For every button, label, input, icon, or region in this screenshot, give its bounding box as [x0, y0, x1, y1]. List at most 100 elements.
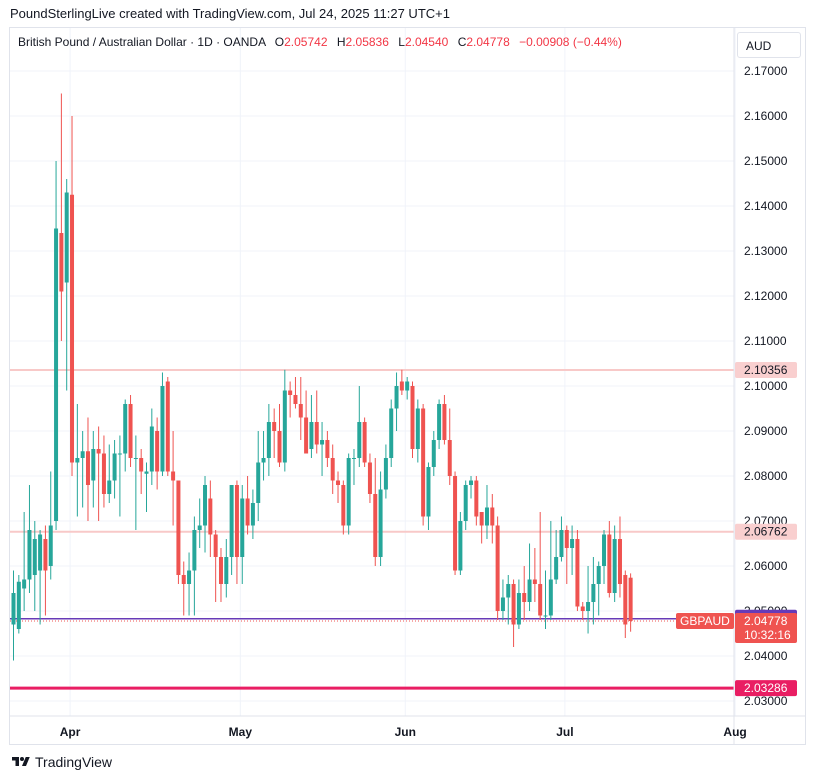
- candle-down: [208, 480, 213, 557]
- candle-body: [602, 534, 607, 566]
- candle-down: [399, 369, 404, 395]
- candle-up: [229, 485, 234, 575]
- candle-up: [11, 570, 16, 661]
- candle-body: [240, 498, 245, 557]
- candle-body: [532, 579, 537, 584]
- price-tick-label: 2.08000: [744, 469, 788, 483]
- candle-up: [117, 435, 122, 517]
- candle-body: [261, 458, 266, 463]
- candle-body: [500, 597, 505, 611]
- price-tick-label: 2.15000: [744, 154, 788, 168]
- candle-down: [101, 435, 106, 508]
- candle-body: [208, 498, 213, 535]
- candle-up: [351, 449, 356, 485]
- candle-up: [160, 372, 165, 476]
- candle-down: [171, 431, 176, 526]
- candle-down: [85, 417, 90, 521]
- candle-down: [479, 512, 484, 544]
- candle-up: [506, 575, 511, 625]
- chart-caption: PoundSterlingLive created with TradingVi…: [10, 6, 450, 21]
- candle-body: [187, 570, 192, 584]
- price-tick-label: 2.14000: [744, 199, 788, 213]
- candle-body: [554, 557, 559, 580]
- candle-body: [410, 386, 415, 449]
- price-tick-label: 2.16000: [744, 109, 788, 123]
- candle-up: [91, 431, 96, 508]
- candle-up: [48, 471, 53, 580]
- candle-body: [123, 404, 128, 454]
- open-value: 2.05742: [284, 35, 328, 49]
- candle-body: [282, 390, 287, 463]
- candle-body: [378, 489, 383, 557]
- candle-down: [607, 521, 612, 598]
- candle-body: [139, 458, 144, 472]
- candle-body: [32, 539, 37, 575]
- candle-body: [431, 440, 436, 467]
- candle-body: [165, 381, 170, 472]
- candle-body: [437, 404, 442, 440]
- currency-button[interactable]: AUD: [737, 32, 801, 58]
- price-tick-label: 2.03000: [744, 694, 788, 708]
- candle-body: [463, 485, 468, 521]
- low-label: L: [398, 35, 405, 49]
- candle-down: [59, 93, 64, 341]
- price-tick-label: 2.11000: [744, 334, 787, 348]
- candle-body: [85, 451, 90, 485]
- candle-body: [394, 386, 399, 409]
- candle-down: [522, 566, 527, 620]
- candle-body: [543, 615, 548, 617]
- price-tick-label: 2.06000: [744, 559, 788, 573]
- candle-down: [532, 548, 537, 602]
- candle-body: [304, 417, 309, 454]
- price-tick-label: 2.12000: [744, 289, 788, 303]
- candle-body: [22, 579, 27, 589]
- candle-down: [474, 476, 479, 526]
- candle-body: [176, 480, 181, 575]
- candle-body: [490, 507, 495, 526]
- level-label-bg: [735, 361, 797, 378]
- candle-body: [389, 408, 394, 458]
- candle-body: [48, 525, 53, 566]
- level-label: 2.06762: [744, 525, 788, 539]
- time-tick-label: Apr: [60, 725, 81, 739]
- candle-body: [59, 233, 64, 292]
- candle-up: [426, 462, 431, 530]
- horizontal-levels: [10, 368, 734, 690]
- candle-up: [22, 512, 27, 611]
- candle-up: [346, 453, 351, 535]
- candle-body: [101, 453, 106, 494]
- candle-down: [362, 417, 367, 467]
- candle-down: [298, 377, 303, 440]
- level-label: 2.03286: [744, 681, 788, 695]
- high-value: 2.05836: [345, 35, 389, 49]
- candle-down: [213, 530, 218, 602]
- candle-down: [234, 480, 239, 584]
- candle-up: [378, 471, 383, 566]
- candle-body: [320, 440, 325, 445]
- candle-body: [197, 525, 202, 530]
- candle-up: [500, 579, 505, 620]
- candle-body: [293, 395, 298, 404]
- candle-down: [373, 458, 378, 566]
- candle-down: [272, 408, 277, 458]
- candle-body: [16, 581, 21, 629]
- candle-up: [282, 369, 287, 472]
- candle-up: [256, 431, 261, 521]
- candle-down: [336, 471, 341, 503]
- candle-body: [612, 539, 617, 593]
- price-tick-label: 2.04000: [744, 649, 788, 663]
- price-tick-label: 2.17000: [744, 64, 788, 78]
- candle-down: [96, 426, 101, 521]
- candle-down: [623, 570, 628, 638]
- candle-up: [516, 579, 521, 629]
- candle-up: [80, 431, 85, 508]
- candle-up: [543, 570, 548, 629]
- candle-body: [80, 451, 85, 458]
- candle-down: [176, 480, 181, 584]
- candle-up: [463, 480, 468, 530]
- tradingview-footer[interactable]: TradingView: [10, 754, 112, 770]
- candle-body: [155, 431, 160, 472]
- candle-body: [91, 449, 96, 481]
- candle-up: [64, 179, 69, 391]
